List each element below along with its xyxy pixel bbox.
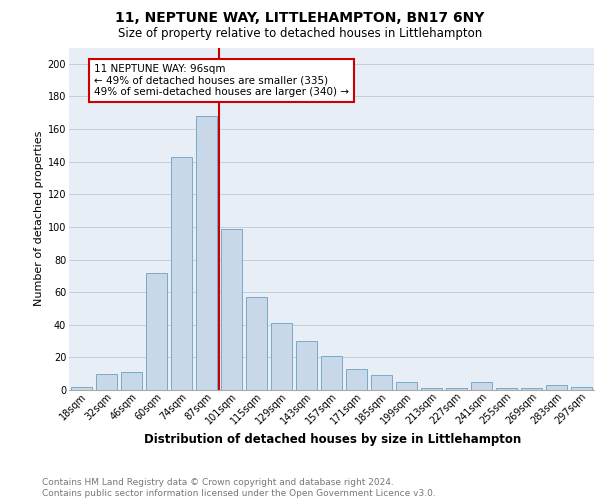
Bar bbox=[121, 372, 142, 390]
Bar bbox=[96, 374, 117, 390]
Bar bbox=[346, 369, 367, 390]
Bar bbox=[71, 386, 92, 390]
Bar bbox=[496, 388, 517, 390]
Bar bbox=[246, 297, 267, 390]
Bar bbox=[221, 228, 242, 390]
Text: Distribution of detached houses by size in Littlehampton: Distribution of detached houses by size … bbox=[145, 432, 521, 446]
Bar bbox=[521, 388, 542, 390]
Bar bbox=[471, 382, 492, 390]
Text: 11, NEPTUNE WAY, LITTLEHAMPTON, BN17 6NY: 11, NEPTUNE WAY, LITTLEHAMPTON, BN17 6NY bbox=[115, 12, 485, 26]
Bar bbox=[371, 376, 392, 390]
Bar bbox=[546, 385, 567, 390]
Bar bbox=[571, 386, 592, 390]
Bar bbox=[196, 116, 217, 390]
Bar bbox=[321, 356, 342, 390]
Bar bbox=[396, 382, 417, 390]
Bar bbox=[296, 341, 317, 390]
Bar bbox=[446, 388, 467, 390]
Y-axis label: Number of detached properties: Number of detached properties bbox=[34, 131, 44, 306]
Text: Size of property relative to detached houses in Littlehampton: Size of property relative to detached ho… bbox=[118, 28, 482, 40]
Text: Contains HM Land Registry data © Crown copyright and database right 2024.
Contai: Contains HM Land Registry data © Crown c… bbox=[42, 478, 436, 498]
Text: 11 NEPTUNE WAY: 96sqm
← 49% of detached houses are smaller (335)
49% of semi-det: 11 NEPTUNE WAY: 96sqm ← 49% of detached … bbox=[94, 64, 349, 97]
Bar bbox=[171, 157, 192, 390]
Bar bbox=[271, 323, 292, 390]
Bar bbox=[421, 388, 442, 390]
Bar bbox=[146, 272, 167, 390]
